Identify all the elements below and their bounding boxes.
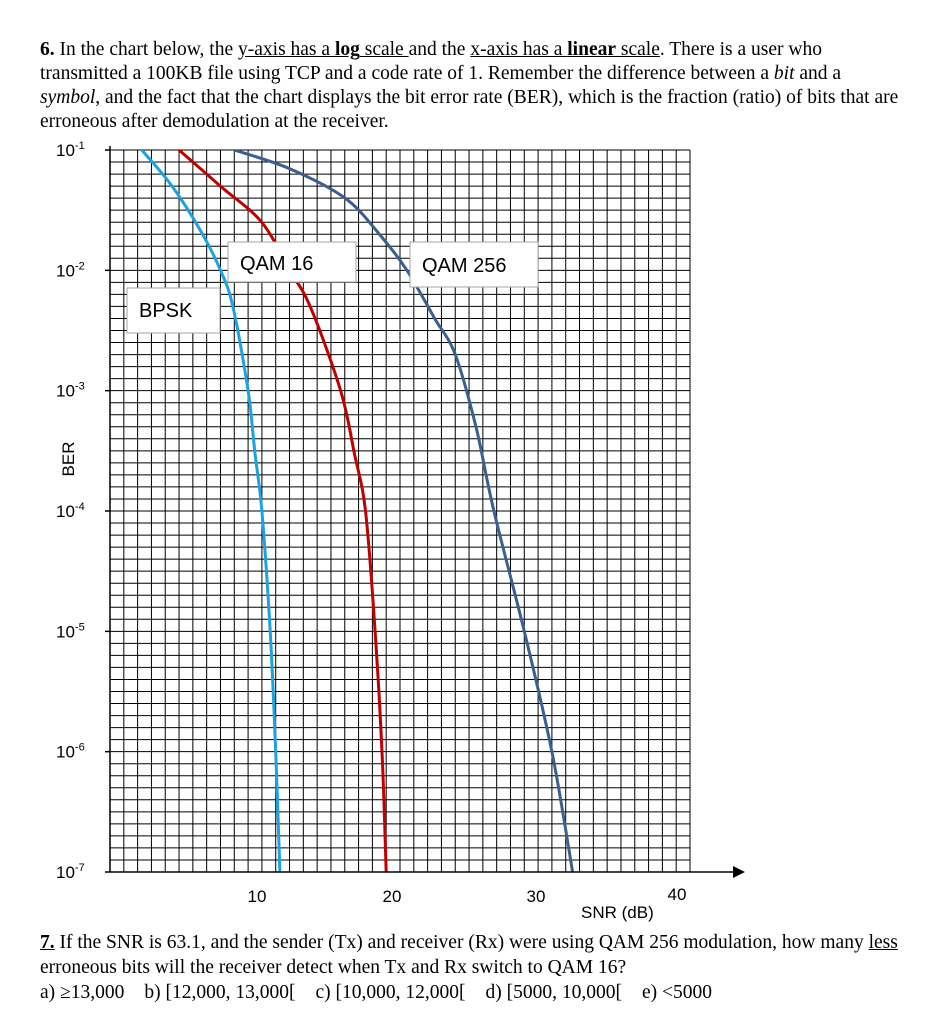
- option-e[interactable]: e) <5000: [641, 982, 712, 1003]
- q6-text-2: and the: [408, 39, 471, 60]
- option-b[interactable]: b) [12,000, 13,000[: [144, 982, 296, 1003]
- x-tick-label: 10: [248, 887, 267, 906]
- question-7: 7. If the SNR is 63.1, and the sender (T…: [40, 930, 900, 1005]
- q6-symbol-term: symbol: [40, 87, 96, 108]
- x-tick-label: 20: [383, 887, 402, 906]
- q6-bit-term: bit: [773, 63, 795, 84]
- question-6: 6. In the chart below, the y-axis has a …: [40, 38, 900, 134]
- q6-text-5: , and the fact that the chart displays t…: [40, 87, 899, 132]
- y-axis-label: BER: [59, 442, 78, 477]
- legend-box-bpsk: BPSK: [126, 287, 221, 334]
- y-tick-label: 10-3: [56, 381, 85, 401]
- y-tick-label: 10-7: [56, 862, 85, 882]
- y-tick-labels: 10-1 10-2 10-3 10-4 10-5 10-6 10-7: [56, 140, 110, 882]
- q7-less-term: less: [868, 932, 898, 953]
- answer-options: a) ≥13,000 b) [12,000, 13,000[ c) [10,000,…: [40, 980, 900, 1005]
- series-label-bpsk: BPSK: [139, 300, 193, 322]
- q7-text-1: If the SNR is 63.1, and the sender (Tx) …: [54, 932, 869, 953]
- series-line-qam256: [232, 150, 575, 872]
- option-d[interactable]: d) [5000, 10,000[: [485, 982, 622, 1003]
- y-tick-label: 10-6: [56, 742, 85, 762]
- y-tick-label: 10-5: [56, 621, 85, 641]
- series-line-bpsk: [140, 150, 282, 872]
- q6-x-axis-phrase: x-axis has a linear scale: [470, 39, 660, 60]
- q6-y-axis-phrase: y-axis has a log scale: [238, 39, 409, 60]
- series-label-qam16: QAM 16: [240, 253, 313, 275]
- q7-text-2: erroneous bits will the receiver detect …: [40, 957, 627, 978]
- y-tick-label: 10-2: [56, 260, 85, 280]
- option-c[interactable]: c) [10,000, 12,000[: [315, 982, 466, 1003]
- x-axis-label: SNR (dB): [581, 903, 654, 922]
- y-tick-label: 10-1: [56, 140, 85, 160]
- ber-chart: 10-1 10-2 10-3 10-4 10-5 10-6 10-7 10 20 30 40 QA…: [56, 140, 745, 922]
- x-tick-label: 30: [527, 887, 546, 906]
- series-line-qam16: [177, 150, 388, 872]
- question-6-number: 6.: [40, 39, 55, 60]
- legend-box-qam16: QAM 16: [227, 241, 357, 283]
- y-tick-label: 10-4: [56, 501, 85, 521]
- x-axis-arrow: [733, 866, 745, 878]
- question-7-number: 7.: [40, 932, 55, 953]
- series-label-qam256: QAM 256: [422, 255, 506, 277]
- x-tick-labels: 10 20 30 40: [248, 885, 687, 906]
- q6-text-1: In the chart below, the: [54, 39, 238, 60]
- q6-text-3: . There is a user who transmitted a 100K…: [40, 39, 822, 84]
- x-tick-label: 40: [668, 885, 687, 904]
- chart-curves: [140, 150, 575, 872]
- legend-box-qam256: QAM 256: [409, 241, 539, 288]
- option-a[interactable]: a) ≥13,000: [40, 982, 125, 1003]
- q6-text-4: and a: [794, 63, 842, 84]
- q7-question: 7. If the SNR is 63.1, and the sender (T…: [40, 930, 900, 980]
